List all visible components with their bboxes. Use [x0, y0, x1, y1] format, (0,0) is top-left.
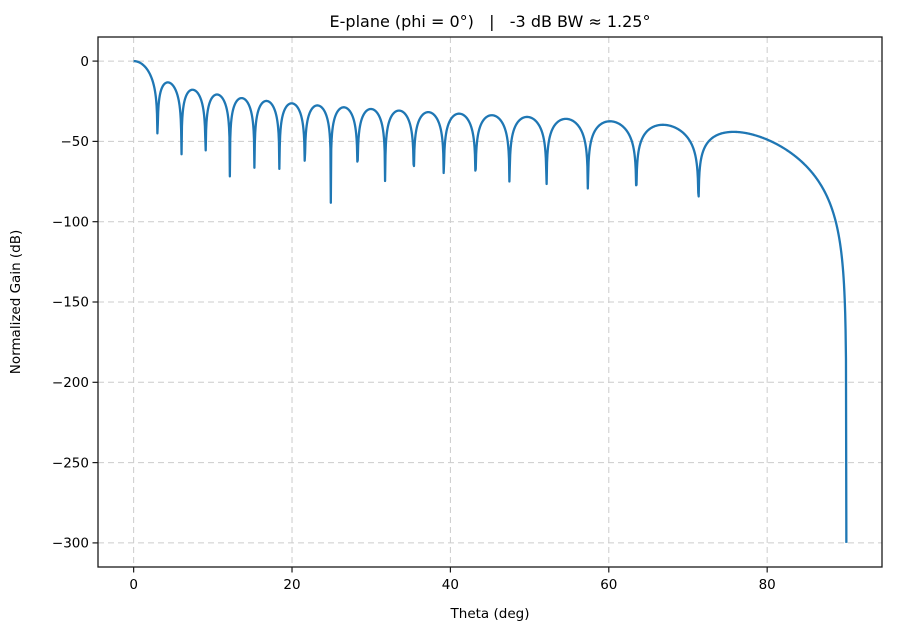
- y-tick-label: 0: [80, 54, 89, 70]
- y-tick-label: −50: [61, 134, 90, 150]
- x-axis-label: Theta (deg): [450, 606, 530, 622]
- x-tick-label: 0: [129, 577, 138, 593]
- x-tick-label: 40: [442, 577, 459, 593]
- axis-ticks: [92, 60, 768, 573]
- y-tick-label: −150: [52, 295, 89, 311]
- chart-title: E-plane (phi = 0°) | -3 dB BW ≈ 1.25°: [330, 12, 651, 31]
- y-tick-label: −200: [52, 375, 89, 391]
- y-tick-label: −250: [52, 455, 89, 471]
- x-tick-label: 20: [283, 577, 300, 593]
- y-axis-label: Normalized Gain (dB): [8, 230, 24, 375]
- gain-curve: [132, 59, 848, 543]
- y-tick-label: −300: [52, 536, 89, 552]
- grid: [98, 37, 882, 567]
- axis-tick-labels: 0 20 40 60 80 0 −50 −100 −150 −200 −250 −300: [52, 54, 776, 593]
- y-tick-label: −100: [52, 214, 89, 230]
- curve-layer: [132, 59, 848, 543]
- x-tick-label: 60: [600, 577, 617, 593]
- x-tick-label: 80: [759, 577, 776, 593]
